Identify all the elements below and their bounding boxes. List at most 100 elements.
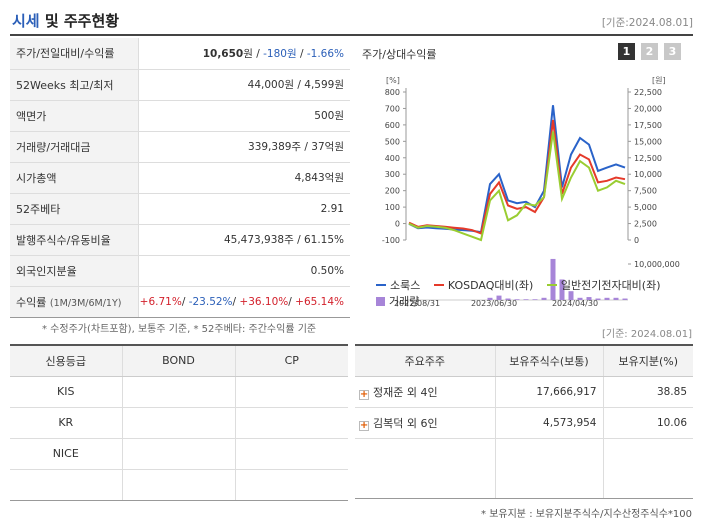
- credit-table: 신용등급 BOND CP KIS KR NICE: [10, 344, 348, 501]
- holder-pct: 38.85: [603, 376, 693, 408]
- return-1m: +6.71%: [139, 295, 182, 308]
- series-line-2: [408, 131, 626, 242]
- legend-swatch: [376, 284, 386, 286]
- bond-cell: [122, 469, 236, 501]
- chart-title: 주가/상대수익률: [362, 48, 437, 61]
- holder-footnote: * 보유지분 : 보유지분주식수/지수산정주식수*100: [481, 509, 692, 520]
- row-label: 외국인지분율: [10, 255, 139, 287]
- table-row: 수익률 (1M/3M/6M/1Y) +6.71%/ -23.52%/ +36.1…: [10, 286, 350, 318]
- right-tick-label: 2,500: [634, 220, 657, 229]
- table-row: NICE: [10, 438, 348, 470]
- holder-pct: 10.06: [603, 407, 693, 439]
- table-header-row: 신용등급 BOND CP: [10, 344, 348, 377]
- right-tick-label: 10,000: [634, 170, 662, 179]
- table-row: [355, 438, 693, 499]
- legend-label: 거래량: [389, 295, 420, 308]
- left-tick-label: 100: [385, 203, 400, 212]
- legend-item-sector: 일반전기전자대비(좌): [546, 277, 661, 293]
- holder-name[interactable]: 정재준 외 4인: [373, 385, 438, 399]
- series-line-0: [408, 105, 626, 234]
- left-tick-label: 300: [385, 170, 400, 179]
- volume-bar: [559, 279, 565, 300]
- chart-tab-1[interactable]: 1: [618, 43, 635, 60]
- agency-cell: KR: [10, 407, 123, 439]
- row-label: 52주베타: [10, 193, 139, 225]
- chart-panel: 주가/상대수익률 1 2 3 [%] [원] 800 700 600 500 400 300 2…: [356, 38, 693, 308]
- row-value: 4,843억원: [138, 162, 350, 194]
- section-header: 시세 및 주주현황 [기준:2024.08.01]: [10, 0, 693, 36]
- returns-value: +6.71%/ -23.52%/ +36.10%/ +65.14%: [138, 286, 350, 318]
- left-tick-label: 400: [385, 154, 400, 163]
- left-tick-label: 200: [385, 187, 400, 196]
- table-row: 거래량/거래대금 339,389주 / 37억원: [10, 131, 350, 163]
- chart-tab-3[interactable]: 3: [664, 43, 681, 60]
- x-tick-label: 2024/04/30: [552, 299, 598, 308]
- chart-tabs: 1 2 3: [618, 43, 681, 60]
- agency-cell: NICE: [10, 438, 123, 470]
- holder-name-cell: + 정재준 외 4인: [355, 376, 496, 408]
- holder-name[interactable]: 김복덕 외 6인: [373, 416, 438, 430]
- volume-bar: [604, 297, 610, 300]
- left-tick-label: 800: [385, 88, 400, 97]
- bond-cell: [122, 407, 236, 439]
- left-axis-unit: [%]: [386, 76, 400, 85]
- row-label: 수익률 (1M/3M/6M/1Y): [10, 286, 139, 318]
- chart-legend: 소룩스 KOSDAQ대비(좌) 일반전기전자대비(좌) 거래량: [376, 276, 696, 309]
- left-tick-label: 700: [385, 104, 400, 113]
- legend-swatch: [376, 296, 385, 306]
- table-row: KR: [10, 407, 348, 439]
- price-rate: -1.66%: [306, 47, 344, 60]
- table-row: 52Weeks 최고/최저 44,000원 / 4,599원: [10, 69, 350, 101]
- holder-shares: [495, 438, 604, 499]
- table-header-row: 주요주주 보유주식수(보통) 보유지분(%): [355, 344, 693, 377]
- bond-cell: [122, 376, 236, 408]
- legend-label: 일반전기전자대비(좌): [560, 279, 661, 292]
- col-header: 보유지분(%): [603, 344, 693, 377]
- volume-bar: [550, 258, 556, 300]
- expand-plus-icon[interactable]: +: [359, 388, 369, 400]
- table-row: 52주베타 2.91: [10, 193, 350, 225]
- holder-name-cell: [355, 438, 496, 499]
- row-label: 발행주식수/유동비율: [10, 224, 139, 256]
- separator: /: [296, 47, 307, 60]
- line-chart: [%] [원] 800 700 600 500 400 300 200 100 0 -100 22,50…: [382, 76, 680, 308]
- volume-bar: [568, 291, 574, 300]
- right-tick-label: 12,500: [634, 154, 662, 163]
- base-date-2: [기준: 2024.08.01]: [601, 329, 692, 340]
- left-tick-label: 500: [385, 137, 400, 146]
- right-tick-label: 0: [634, 236, 639, 245]
- separator: /: [252, 47, 264, 60]
- legend-swatch: [546, 284, 557, 286]
- agency-cell: [10, 469, 123, 501]
- legend-label: KOSDAQ대비(좌): [447, 279, 534, 292]
- table-row: 시가총액 4,843억원: [10, 162, 350, 194]
- base-date: [기준:2024.08.01]: [601, 17, 693, 29]
- table-row: [10, 469, 348, 501]
- row-label: 액면가: [10, 100, 139, 132]
- row-label: 52Weeks 최고/최저: [10, 69, 139, 101]
- table-row: KIS: [10, 376, 348, 408]
- returns-label-sub: (1M/3M/6M/1Y): [49, 297, 122, 309]
- col-header: BOND: [122, 344, 236, 377]
- table-row: + 김복덕 외 6인 4,573,954 10.06: [355, 407, 693, 439]
- right-tick-label: 22,500: [634, 88, 662, 97]
- right-axis-unit: [원]: [652, 76, 666, 85]
- table-row: 외국인지분율 0.50%: [10, 255, 350, 287]
- row-value: 2.91: [138, 193, 350, 225]
- volume-bar: [595, 298, 601, 300]
- holder-table: 주요주주 보유주식수(보통) 보유지분(%) + 정재준 외 4인 17,666,…: [355, 344, 693, 499]
- table-row: 주가/전일대비/수익률 10,650원 / -180원 / -1.66%: [10, 38, 350, 70]
- chart-tab-2[interactable]: 2: [641, 43, 658, 60]
- x-tick-label: 2023/06/30: [471, 299, 517, 308]
- volume-bar: [613, 297, 619, 300]
- expand-plus-icon[interactable]: +: [359, 419, 369, 431]
- left-tick-label: 600: [385, 121, 400, 130]
- volume-bar: [532, 299, 538, 300]
- row-label: 거래량/거래대금: [10, 131, 139, 163]
- volume-bar: [514, 299, 520, 300]
- return-1y: +65.14%: [295, 295, 344, 308]
- col-header: 주요주주: [355, 344, 496, 377]
- col-header: CP: [235, 344, 348, 377]
- row-label: 시가총액: [10, 162, 139, 194]
- price-table: 주가/전일대비/수익률 10,650원 / -180원 / -1.66% 52W…: [10, 38, 350, 318]
